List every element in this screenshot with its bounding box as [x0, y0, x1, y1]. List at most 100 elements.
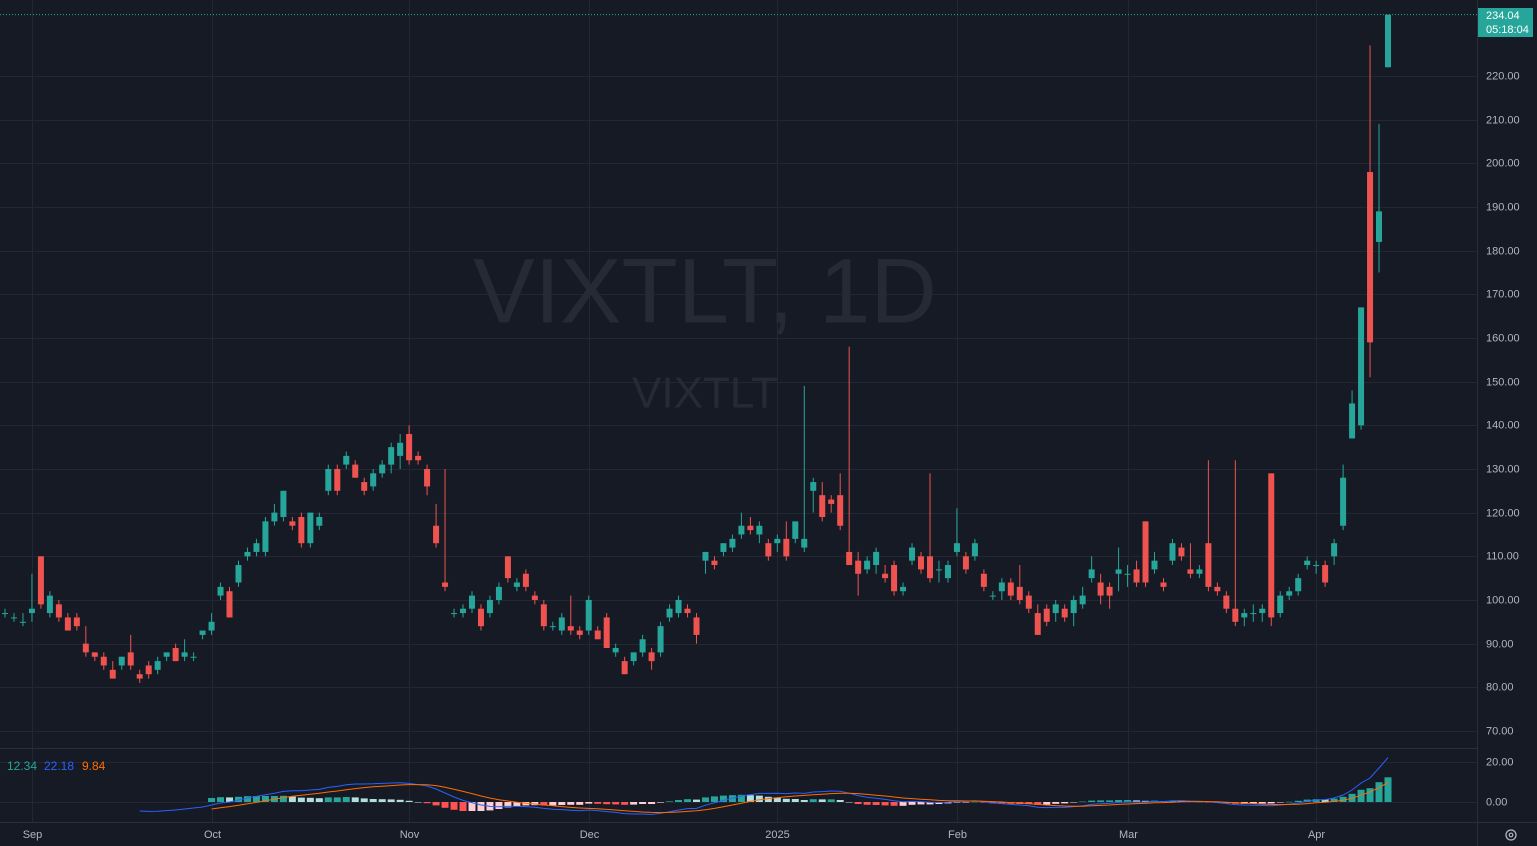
histogram-bar [666, 801, 674, 802]
candle-body [567, 626, 574, 631]
candle-body [235, 565, 242, 583]
histogram-bar [1285, 801, 1293, 803]
histogram-bar [648, 802, 656, 804]
histogram-bar [710, 796, 718, 802]
candle-body [28, 608, 35, 614]
candle-body [1295, 578, 1302, 592]
candle-body [576, 630, 583, 635]
histogram-bar [351, 797, 359, 802]
candle-body [433, 525, 440, 544]
candle-body [460, 608, 467, 614]
last-price-badge [1478, 8, 1533, 37]
histogram-bar [845, 802, 853, 803]
candle-body [558, 617, 565, 631]
histogram-bar [1133, 800, 1141, 802]
countdown: 05:18:04 [1486, 24, 1529, 36]
histogram-bar [764, 796, 772, 802]
histogram-bar [1142, 800, 1150, 802]
candle-body [136, 674, 143, 679]
x-tick-label: Apr [1308, 829, 1325, 841]
histogram-bar [863, 802, 871, 805]
candle-body [1079, 595, 1086, 605]
histogram-bar [297, 797, 305, 802]
x-tick-label: Oct [204, 829, 221, 841]
candle-body [711, 560, 718, 566]
histogram-bar [549, 802, 557, 806]
candle-body [747, 525, 754, 531]
x-tick-label: Feb [948, 829, 967, 841]
histogram-bar [585, 802, 593, 804]
histogram-bar [971, 801, 979, 803]
candle-body [495, 586, 502, 600]
histogram-bar [1321, 799, 1329, 802]
candle-body [1124, 573, 1131, 575]
last-price-label: 234.04 [1486, 10, 1520, 22]
histogram-bar [342, 797, 350, 802]
candle-body [513, 582, 520, 587]
candle-body [953, 543, 960, 552]
candle-body [729, 538, 736, 548]
candle-body [226, 591, 233, 618]
candle-body [442, 582, 449, 587]
histogram-bar [1043, 802, 1051, 805]
histogram-bar [782, 798, 790, 802]
histogram-bar [1294, 800, 1302, 802]
candle-body [64, 617, 71, 631]
candle-body [262, 521, 269, 552]
settings-button[interactable] [1505, 829, 1517, 841]
histogram-bar [684, 799, 692, 802]
candle-body [1160, 582, 1167, 587]
histogram-bar [630, 802, 638, 805]
candle-body [702, 551, 709, 561]
candle-body [370, 473, 377, 487]
candle-body [720, 543, 727, 552]
histogram-bar [881, 802, 889, 806]
candle-body [379, 464, 386, 474]
candle-body [145, 665, 152, 675]
histogram-bar [962, 802, 970, 803]
candle-body [594, 630, 601, 640]
histogram-bar [621, 802, 629, 805]
candle-body [873, 551, 880, 566]
candle-body [172, 648, 179, 662]
candle-body [37, 556, 44, 605]
candle-body [1097, 582, 1104, 596]
histogram-bar [1339, 796, 1347, 802]
candle-body [109, 669, 116, 679]
candle-body [127, 652, 134, 666]
settings-icon-core[interactable] [1508, 832, 1514, 838]
histogram-bar [396, 799, 404, 802]
candle-body [154, 661, 161, 670]
settings-icon[interactable] [1505, 829, 1517, 841]
y-tick-label: 200.00 [1486, 157, 1520, 169]
histogram-bar [558, 802, 566, 805]
histogram-bar [719, 795, 727, 802]
histogram-bar [657, 802, 665, 803]
histogram-bar [504, 802, 512, 808]
histogram-bar [315, 798, 323, 802]
candle-body [1115, 569, 1122, 574]
candle-body [1232, 608, 1239, 622]
candle-body [361, 482, 368, 491]
histogram-bar [423, 802, 431, 804]
candle-body [1043, 608, 1050, 622]
histogram-bar [1276, 802, 1284, 803]
candle-body [1187, 569, 1194, 574]
candle-body [1349, 403, 1356, 439]
histogram-bar [234, 796, 242, 802]
x-tick-label: Mar [1119, 829, 1138, 841]
candle-body [406, 434, 413, 461]
candle-body [163, 652, 170, 657]
candle-body [10, 617, 17, 619]
y-tick-label: 150.00 [1486, 376, 1520, 388]
histogram-bar [324, 797, 332, 802]
histogram-bar [261, 796, 269, 802]
histogram-bar [1375, 782, 1383, 802]
candle-body [738, 525, 745, 535]
candle-body [82, 643, 89, 653]
histogram-bar [333, 797, 341, 802]
histogram-bar [746, 795, 754, 802]
histogram-bar [279, 795, 287, 802]
candle-body [1304, 560, 1311, 566]
candle-body [918, 556, 925, 570]
